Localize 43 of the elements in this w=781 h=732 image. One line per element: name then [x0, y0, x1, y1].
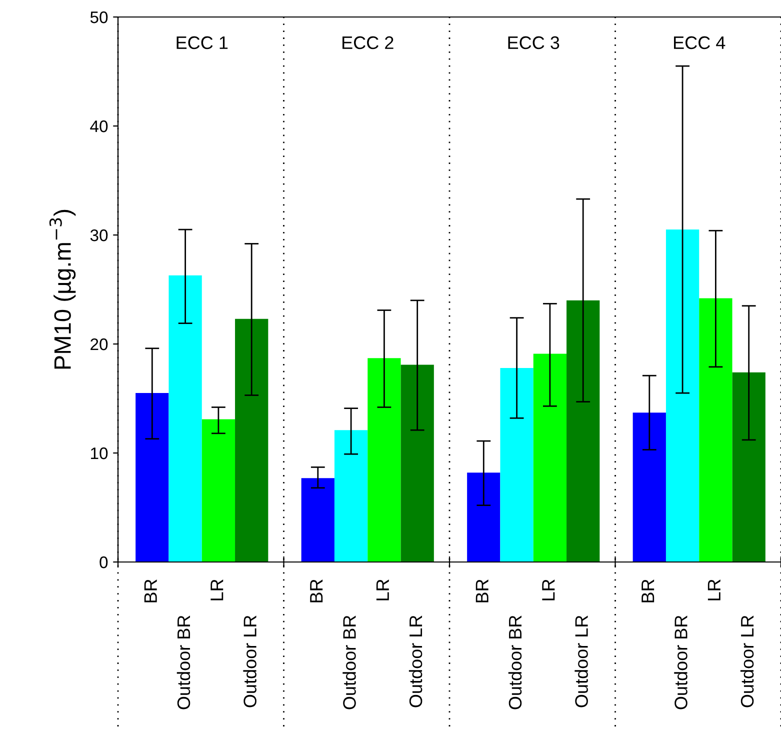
y-tick-label: 0 [100, 556, 108, 568]
bar [301, 478, 334, 562]
text: LR [542, 580, 555, 600]
y-tick-label: 40 [90, 120, 108, 132]
text: LR [708, 580, 720, 600]
text: Outdoor BR [674, 616, 688, 710]
y-tick-label: 20 [90, 338, 108, 350]
bar [500, 368, 534, 562]
x-tick-label: ECC 1 [176, 36, 228, 50]
bar [235, 318, 268, 562]
bar [632, 412, 666, 562]
y-axis-title: PM10 (µg.m$^{−3}$) [49, 210, 76, 369]
text: Outdoor BR [508, 616, 522, 710]
bar [666, 230, 700, 562]
bar [699, 298, 732, 562]
bar [732, 372, 766, 562]
text: BR [144, 580, 157, 602]
bar [566, 300, 600, 562]
text: Outdoor BR [342, 616, 356, 710]
bar [400, 364, 434, 562]
y-tick-label: 30 [90, 229, 108, 242]
bar [168, 275, 202, 562]
bar [467, 472, 500, 562]
y-tick-label: 10 [91, 447, 108, 460]
text: Outdoor BR [176, 616, 190, 710]
text: LR [210, 580, 224, 600]
bar [334, 430, 368, 562]
text: LR [376, 580, 389, 600]
bar [533, 354, 567, 562]
text: BR [642, 580, 654, 602]
text: Outdoor LR [574, 616, 588, 708]
y-tick-label: 50 [90, 11, 108, 24]
x-tick-label: ECC 4 [674, 36, 726, 50]
text: BR [310, 580, 323, 602]
text: BR [476, 580, 488, 602]
bar [202, 419, 236, 562]
bar [368, 358, 401, 562]
bar [136, 393, 169, 562]
text: Outdoor LR [408, 616, 422, 708]
x-tick-label: ECC 3 [508, 36, 560, 50]
text: Outdoor LR [740, 616, 754, 708]
text: Outdoor LR [243, 616, 256, 708]
x-tick-label: ECC 2 [342, 36, 394, 50]
